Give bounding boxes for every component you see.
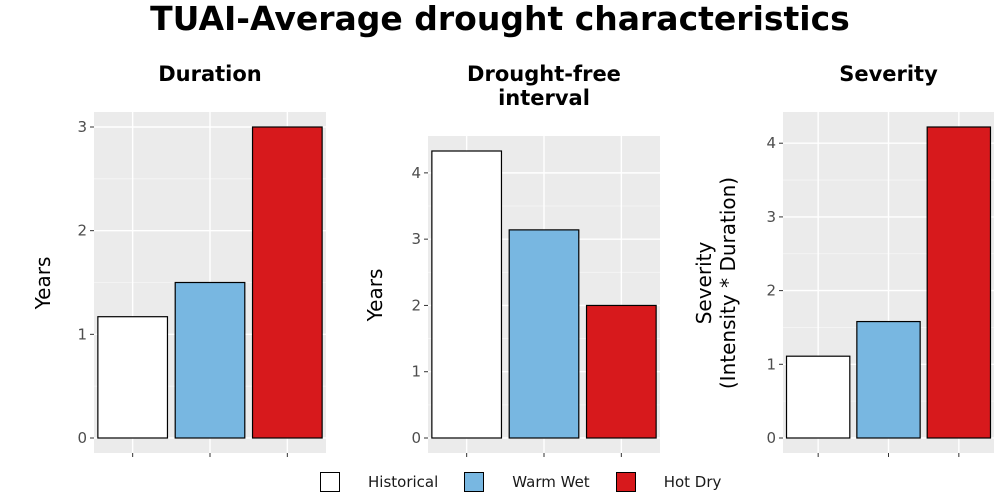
- legend-swatch-warm-wet: [464, 472, 485, 492]
- y-tick-label: 0: [766, 429, 776, 447]
- y-axis-label: (Intensity * Duration): [716, 177, 740, 389]
- y-tick-label: 4: [766, 134, 776, 152]
- panel-title: Drought-free: [467, 62, 621, 86]
- legend-item-hot-dry: Hot Dry: [615, 472, 722, 492]
- y-tick-label: 1: [411, 363, 421, 381]
- main-title: TUAI-Average drought characteristics: [150, 0, 850, 38]
- y-tick-label: 2: [77, 222, 87, 240]
- legend-label-historical: Historical: [368, 473, 439, 491]
- y-tick-label: 1: [766, 355, 776, 373]
- y-tick-label: 4: [411, 164, 421, 182]
- bar-warm-wet: [856, 320, 921, 439]
- y-axis-label: Severity: [692, 242, 716, 325]
- y-tick-label: 1: [77, 325, 87, 343]
- legend-label-hot-dry: Hot Dry: [663, 473, 722, 491]
- bar-historical: [785, 355, 851, 439]
- y-tick-label: 3: [411, 230, 421, 248]
- y-tick-label: 2: [766, 282, 776, 300]
- legend-label-warm-wet: Warm Wet: [512, 473, 590, 491]
- bar-historical: [97, 316, 169, 439]
- legend: Historical Warm Wet Hot Dry: [320, 470, 747, 494]
- legend-item-historical: Historical: [320, 472, 438, 492]
- panel-1: 0 1 2 3 Duration Years: [31, 62, 326, 457]
- bar-hot-dry: [251, 126, 323, 439]
- bar-hot-dry: [585, 304, 657, 439]
- panel-title: interval: [498, 86, 590, 110]
- legend-swatch-historical: [320, 472, 340, 492]
- y-tick-label: 3: [766, 208, 776, 226]
- charts-canvas: 0 1 2 3 Duration Years 0 1 2 3 4 Drought-freeinterv…: [31, 62, 994, 457]
- legend-swatch-hot-dry: [615, 472, 636, 492]
- panel-title: Duration: [158, 62, 262, 86]
- y-tick-label: 3: [77, 118, 87, 136]
- legend-item-warm-wet: Warm Wet: [464, 472, 590, 492]
- y-tick-label: 0: [77, 429, 87, 447]
- bar-hot-dry: [926, 126, 992, 439]
- y-tick-label: 0: [411, 429, 421, 447]
- bar-historical: [431, 150, 503, 439]
- y-axis-label: Years: [363, 269, 387, 323]
- y-tick-label: 2: [411, 296, 421, 314]
- panel-title: Severity: [839, 62, 938, 86]
- bar-warm-wet: [174, 281, 246, 439]
- bar-warm-wet: [508, 229, 580, 439]
- y-axis-label: Years: [31, 257, 55, 311]
